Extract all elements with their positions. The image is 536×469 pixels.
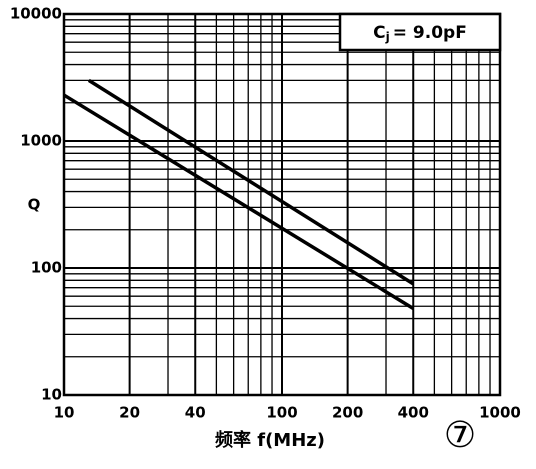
data-line [63, 93, 415, 310]
x-tick-label: 1000 [479, 404, 521, 422]
data-line [87, 78, 415, 286]
x-tick-label: 200 [332, 404, 363, 422]
x-tick-label: 40 [185, 404, 206, 422]
x-tick-label: 10 [54, 404, 75, 422]
x-tick-label: 20 [119, 404, 140, 422]
x-tick-label: 100 [266, 404, 297, 422]
annotation-symbol: C [373, 23, 385, 43]
annotation-box [338, 12, 502, 52]
y-axis-label: Q [28, 196, 41, 214]
annotation-text: = 9.0pF [393, 23, 467, 43]
annotation: Cj = 9.0pF [373, 23, 467, 44]
annotation-subscript: j [385, 30, 390, 44]
x-axis-label: 频率 f(MHz) [215, 429, 325, 451]
y-tick-label: 1000 [20, 132, 62, 150]
x-tick-label: 400 [398, 404, 429, 422]
plot-frame [62, 12, 502, 397]
y-tick-label: 10000 [10, 5, 62, 23]
y-tick-label: 100 [31, 259, 62, 277]
figure-number: ⑦ [444, 415, 476, 456]
y-tick-label: 10 [41, 386, 62, 404]
